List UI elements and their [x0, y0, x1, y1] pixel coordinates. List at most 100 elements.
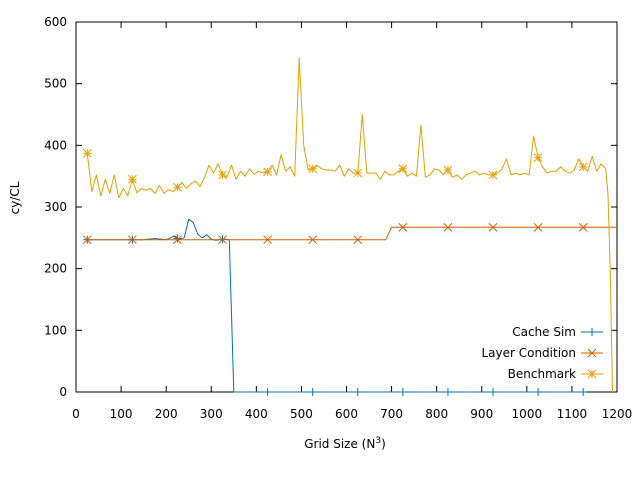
series-marker [173, 235, 182, 245]
marker-stroke [533, 222, 543, 232]
series-line [86, 57, 613, 393]
marker-stroke [128, 174, 137, 184]
series-marker [353, 168, 363, 178]
marker-stroke [173, 235, 182, 245]
series-marker [398, 388, 407, 396]
legend: Cache Sim Layer Condition Benchmark [481, 325, 603, 381]
series-marker [533, 222, 543, 232]
marker-stroke [308, 164, 318, 174]
series-marker [263, 388, 272, 396]
legend-marker [587, 348, 597, 358]
y-tick-label: 300 [44, 200, 67, 214]
x-axis-label: Grid Size (N3) [304, 436, 386, 451]
series-marker [578, 222, 588, 232]
marker-stroke [353, 168, 363, 178]
series-marker [308, 235, 318, 245]
marker-stroke [308, 235, 318, 245]
x-tick-label: 600 [335, 407, 358, 421]
y-tick-label: 100 [44, 323, 67, 337]
legend-marker [587, 369, 597, 379]
marker-stroke [398, 164, 408, 174]
marker-stroke [578, 222, 588, 232]
series-marker [443, 222, 453, 232]
series-marker [353, 388, 362, 396]
series-line [87, 226, 617, 241]
marker-stroke [443, 165, 453, 175]
series-line [87, 218, 584, 393]
marker-stroke [488, 222, 498, 232]
series-marker [398, 222, 408, 232]
series-marker [398, 164, 408, 174]
marker-stroke [533, 153, 543, 163]
axis-ticks: 0 100 200 300 400 500 600 700 800 900 1000 1100 1200… [44, 15, 632, 421]
marker-stroke [263, 235, 272, 245]
series-benchmark [82, 57, 613, 393]
legend-label: Cache Sim [512, 325, 576, 339]
legend-marker [588, 328, 596, 336]
marker-stroke [173, 182, 182, 192]
series-marker [218, 235, 227, 245]
x-tick-label: 100 [110, 407, 133, 421]
marker-stroke [587, 348, 597, 358]
y-tick-label: 600 [44, 15, 67, 29]
series-marker [263, 167, 272, 177]
x-tick-label: 700 [380, 407, 403, 421]
series-marker [263, 235, 272, 245]
y-tick-label: 500 [44, 77, 67, 91]
x-axis-label-end: ) [381, 437, 386, 451]
series-layer [82, 57, 617, 396]
x-tick-label: 800 [425, 407, 448, 421]
x-tick-label: 300 [200, 407, 223, 421]
marker-stroke [587, 369, 597, 379]
marker-stroke [128, 235, 137, 245]
series-marker [579, 388, 588, 396]
y-tick-label: 400 [44, 138, 67, 152]
series-marker [82, 235, 92, 245]
x-tick-label: 1100 [557, 407, 588, 421]
series-marker [173, 234, 182, 243]
series-marker [533, 153, 543, 163]
marker-stroke [398, 222, 408, 232]
series-layer-condition [82, 222, 617, 245]
y-tick-label: 0 [59, 385, 67, 399]
x-tick-label: 500 [290, 407, 313, 421]
series-marker [443, 165, 453, 175]
series-marker [128, 174, 137, 184]
y-tick-label: 200 [44, 262, 67, 276]
series-marker [488, 222, 498, 232]
marker-stroke [82, 235, 92, 245]
x-tick-label: 1000 [512, 407, 543, 421]
marker-stroke [218, 170, 227, 180]
legend-label: Layer Condition [481, 346, 576, 360]
x-tick-label: 200 [155, 407, 178, 421]
series-marker [443, 388, 452, 396]
series-marker [308, 164, 318, 174]
x-axis-label-superscript: 3 [375, 436, 381, 446]
marker-stroke [353, 235, 363, 245]
series-marker [353, 235, 363, 245]
series-marker [128, 235, 137, 245]
x-tick-label: 900 [470, 407, 493, 421]
series-marker [489, 388, 498, 396]
series-marker [218, 170, 227, 180]
x-tick-label: 1200 [602, 407, 633, 421]
marker-stroke [578, 162, 588, 172]
series-marker [308, 388, 317, 396]
marker-stroke [263, 167, 272, 177]
legend-label: Benchmark [508, 367, 576, 381]
x-tick-label: 400 [245, 407, 268, 421]
marker-stroke [218, 235, 227, 245]
series-marker [488, 170, 498, 180]
x-tick-label: 0 [72, 407, 80, 421]
series-marker [173, 182, 182, 192]
x-axis-label-main: Grid Size (N [304, 437, 375, 451]
marker-stroke [82, 148, 92, 158]
y-axis-label: cy/CL [8, 181, 22, 214]
series-marker [534, 388, 543, 396]
marker-stroke [443, 222, 453, 232]
series-marker [82, 148, 92, 158]
marker-stroke [488, 170, 498, 180]
series-marker [578, 162, 588, 172]
